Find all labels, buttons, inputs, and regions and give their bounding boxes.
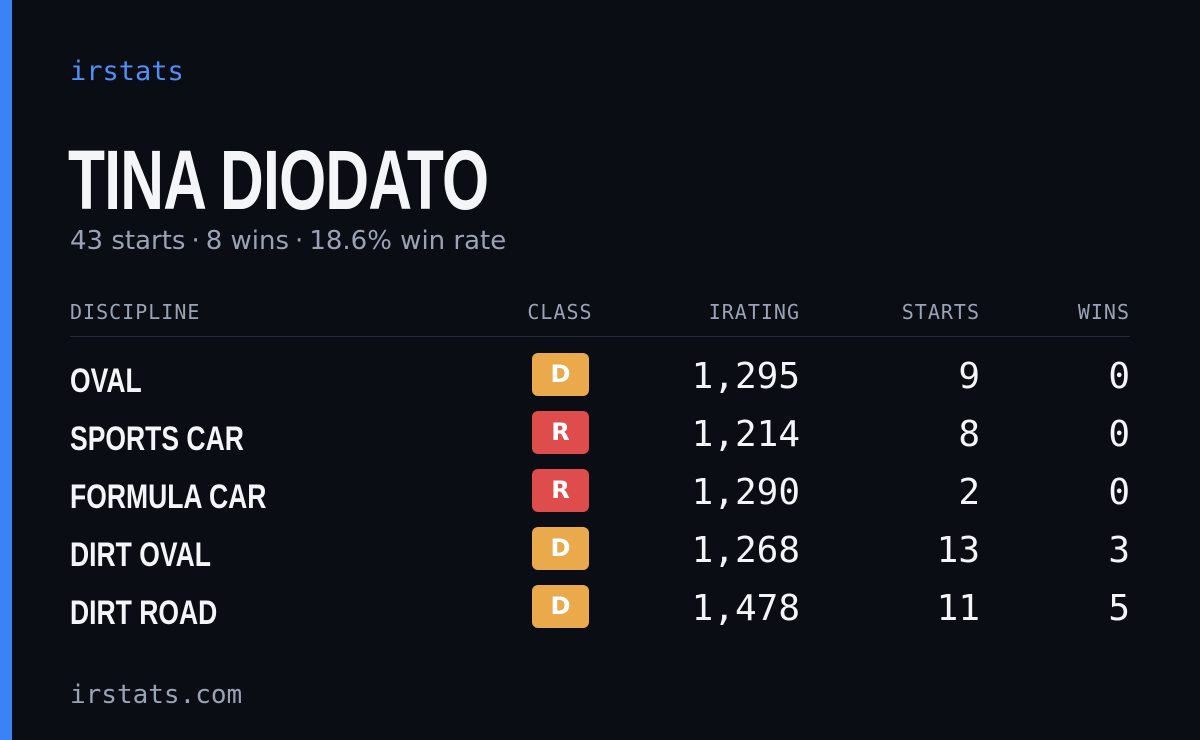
wins-value: 0	[1108, 414, 1130, 455]
discipline-name: OVAL	[70, 362, 142, 400]
wins-value: 3	[1108, 530, 1130, 571]
table-row: FORMULA CAR R 1,290 2 0	[70, 469, 1130, 527]
stats-table: DISCIPLINE CLASS IRATING STARTS WINS OVA…	[70, 298, 1130, 643]
header-class: CLASS	[527, 300, 593, 324]
table-header: DISCIPLINE CLASS IRATING STARTS WINS	[70, 298, 1130, 337]
separator: ·	[191, 226, 200, 256]
table-row: SPORTS CAR R 1,214 8 0	[70, 411, 1130, 469]
irating-value: 1,290	[691, 472, 800, 513]
wins-summary: 8 wins	[205, 226, 290, 256]
accent-bar	[0, 0, 12, 740]
starts-value: 8	[958, 414, 980, 455]
starts-value: 9	[958, 356, 980, 397]
starts-value: 13	[936, 530, 980, 571]
discipline-name: DIRT ROAD	[70, 594, 218, 632]
header-wins: WINS	[1077, 300, 1130, 324]
header-irating: IRATING	[708, 300, 800, 324]
starts-summary: 43 starts	[70, 226, 186, 256]
irating-value: 1,268	[691, 530, 800, 571]
class-badge: R	[532, 469, 589, 512]
footer-site-link[interactable]: irstats.com	[70, 680, 243, 710]
discipline-name: SPORTS CAR	[70, 420, 244, 458]
class-badge: R	[532, 411, 589, 454]
table-row: DIRT OVAL D 1,268 13 3	[70, 527, 1130, 585]
table-body: OVAL D 1,295 9 0 SPORTS CAR R 1,214 8 0 …	[70, 337, 1130, 643]
class-badge: D	[532, 353, 589, 396]
starts-value: 11	[936, 588, 980, 629]
discipline-name: FORMULA CAR	[70, 478, 267, 516]
discipline-name: DIRT OVAL	[70, 536, 211, 574]
irating-value: 1,295	[691, 356, 800, 397]
brand-logo-text: irstats	[70, 56, 184, 87]
separator: ·	[295, 226, 304, 256]
starts-value: 2	[958, 472, 980, 513]
win-rate-summary: 18.6% win rate	[309, 226, 507, 256]
header-starts: STARTS	[901, 300, 980, 324]
irating-value: 1,214	[691, 414, 800, 455]
table-row: OVAL D 1,295 9 0	[70, 353, 1130, 411]
irating-value: 1,478	[691, 588, 800, 629]
class-badge: D	[532, 527, 589, 570]
wins-value: 0	[1108, 356, 1130, 397]
table-row: DIRT ROAD D 1,478 11 5	[70, 585, 1130, 643]
player-name: TINA DIODATO	[68, 133, 489, 227]
header-discipline: DISCIPLINE	[70, 300, 201, 324]
player-summary: 43 starts · 8 wins · 18.6% win rate	[70, 226, 506, 256]
wins-value: 5	[1108, 588, 1130, 629]
class-badge: D	[532, 585, 589, 628]
wins-value: 0	[1108, 472, 1130, 513]
